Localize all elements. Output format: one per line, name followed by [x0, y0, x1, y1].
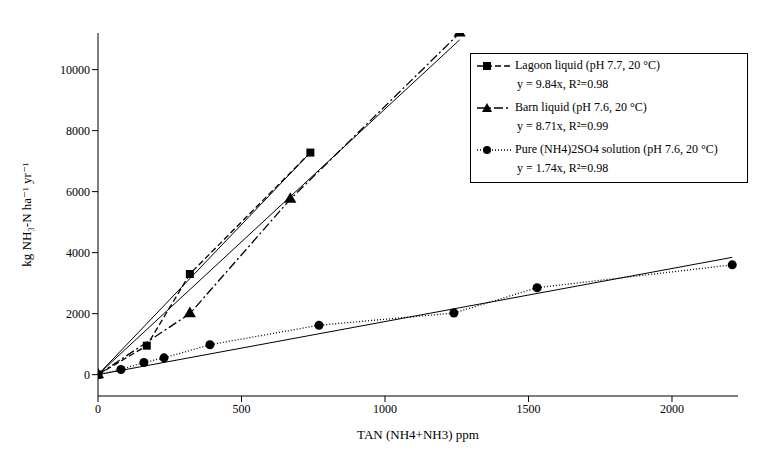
svg-text:500: 500	[232, 402, 250, 416]
html-text:y = 8.71x, R²=0.99: y = 8.71x, R²=0.99	[517, 119, 609, 133]
html-text:Barn liquid (pH 7.6, 20 °C): Barn liquid (pH 7.6, 20 °C)	[515, 100, 647, 114]
svg-text:0: 0	[84, 368, 90, 382]
svg-text:2000: 2000	[660, 402, 684, 416]
svg-text:10000: 10000	[60, 63, 90, 77]
svg-text:6000: 6000	[66, 185, 90, 199]
svg-text:2000: 2000	[66, 307, 90, 321]
html-text:Pure (NH4)2SO4 solution (pH 7.: Pure (NH4)2SO4 solution (pH 7.6, 20 °C)	[515, 142, 718, 156]
svg-text:1500: 1500	[516, 402, 540, 416]
svg-text:kg NH₃-N ha⁻¹ yr⁻¹: kg NH₃-N ha⁻¹ yr⁻¹	[19, 162, 34, 266]
svg-text:TAN (NH4+NH3) ppm: TAN (NH4+NH3) ppm	[357, 427, 479, 442]
html-text:y = 9.84x, R²=0.98: y = 9.84x, R²=0.98	[517, 77, 609, 91]
svg-text:4000: 4000	[66, 246, 90, 260]
svg-text:1000: 1000	[373, 402, 397, 416]
html-text:y = 1.74x, R²=0.98: y = 1.74x, R²=0.98	[517, 161, 609, 175]
svg-text:0: 0	[95, 402, 101, 416]
svg-text:8000: 8000	[66, 124, 90, 138]
html-text:Lagoon liquid (pH 7.7, 20 °C): Lagoon liquid (pH 7.7, 20 °C)	[515, 58, 661, 72]
